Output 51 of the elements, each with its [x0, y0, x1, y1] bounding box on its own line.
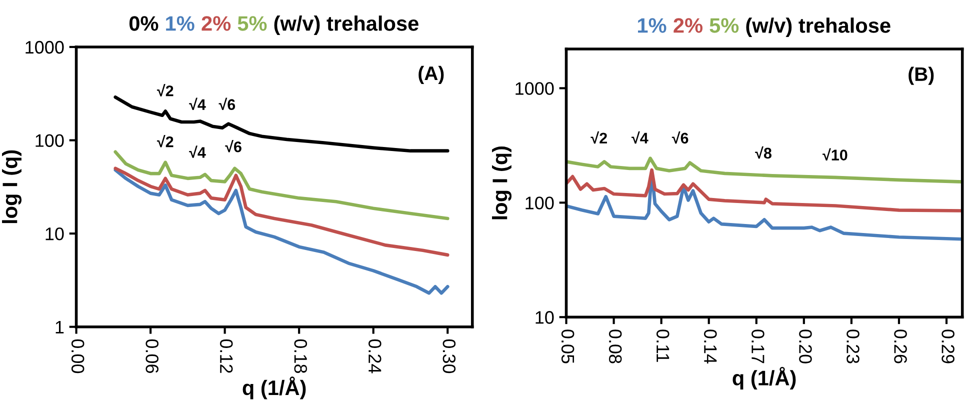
x-tick-label: 0.18	[294, 339, 308, 373]
annotation: √6	[225, 140, 242, 152]
text: 2%	[202, 16, 231, 31]
annotation: √4	[632, 131, 648, 144]
annotation: √4	[189, 146, 206, 158]
x-axis-title: q (1/Å)	[242, 376, 306, 400]
text: 5%	[710, 18, 739, 33]
y-tick-label: 1	[56, 320, 64, 334]
y-tick-label: 1000	[516, 82, 554, 95]
text: 5%	[238, 16, 267, 31]
annotation: √6	[672, 131, 688, 144]
annotation: √4	[189, 98, 206, 110]
x-tick-label: 0.00	[71, 339, 84, 374]
text: 1%	[166, 16, 194, 31]
y-tick-label: 1000	[26, 40, 64, 54]
text: 0%	[129, 16, 158, 31]
annotation: √2	[590, 131, 607, 144]
x-tick-label: 0.30	[442, 339, 456, 374]
x-tick-label: 0.12	[220, 339, 233, 373]
annotation: √10	[822, 148, 848, 161]
chart-title: (w/v) trehalose	[746, 18, 890, 38]
x-tick-label: 0.06	[146, 339, 158, 373]
annotation: √8	[755, 146, 772, 159]
annotation: √2	[156, 134, 174, 148]
chart-title: (w/v) trehalose	[274, 16, 418, 35]
y-tick-label: 10	[536, 311, 554, 324]
annotation: (A)	[418, 66, 444, 84]
text: 2%	[674, 18, 702, 33]
x-tick-label: 0.08	[608, 330, 622, 364]
line-series	[566, 168, 962, 212]
x-tick-label: 0.23	[846, 330, 860, 364]
x-tick-label: 0.14	[704, 330, 717, 364]
x-axis-title: q (1/Å)	[732, 366, 796, 390]
annotation: (B)	[908, 66, 934, 85]
annotation: √6	[218, 98, 236, 110]
y-tick-label: 10	[46, 227, 64, 240]
x-tick-label: 0.17	[752, 330, 764, 364]
y-axis-title: log I (q)	[2, 150, 22, 224]
x-tick-label: 0.29	[942, 330, 954, 364]
line-series	[114, 166, 450, 257]
x-tick-label: 0.05	[561, 330, 574, 364]
y-tick-label: 100	[36, 134, 64, 147]
x-tick-label: 0.20	[799, 330, 812, 364]
text: 1%	[638, 18, 666, 33]
x-tick-label: 0.11	[656, 330, 670, 362]
annotation: √2	[156, 84, 174, 96]
line-series	[114, 168, 450, 295]
x-tick-label: 0.26	[894, 330, 907, 364]
y-axis-title: log I (q)	[492, 146, 512, 220]
y-tick-label: 100	[526, 196, 554, 210]
x-tick-label: 0.24	[368, 339, 382, 374]
